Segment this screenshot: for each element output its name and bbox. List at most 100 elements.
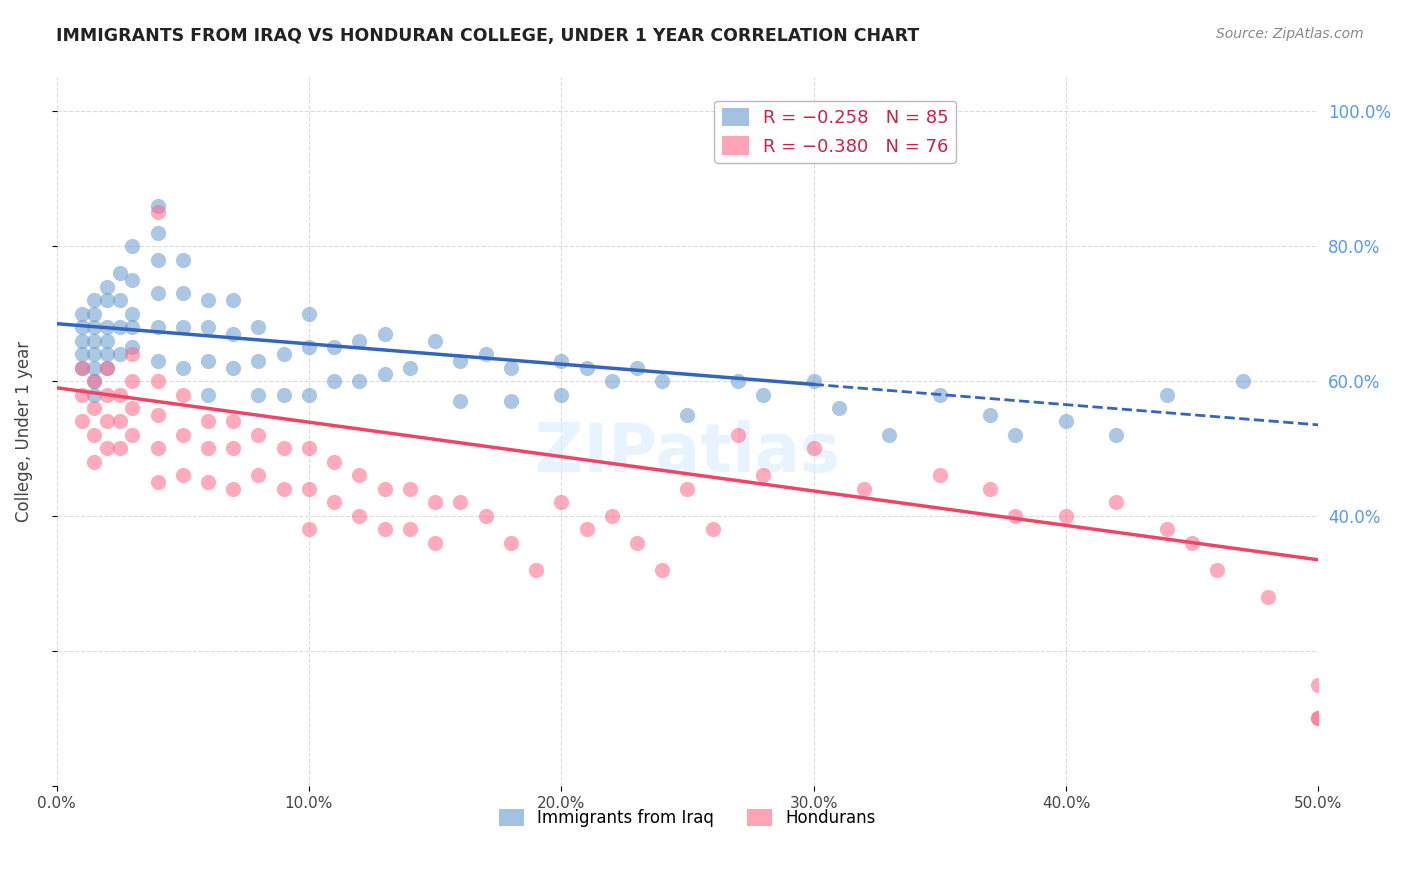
Point (222, 326, 245, 341)
Point (349, 374, 371, 388)
Point (83, 428, 105, 442)
Point (853, 482, 876, 496)
Point (349, 508, 371, 523)
Point (146, 374, 169, 388)
Point (96, 334, 118, 348)
Point (108, 347, 131, 361)
Point (298, 442, 321, 456)
Point (374, 326, 396, 341)
Point (172, 387, 194, 401)
Point (752, 387, 775, 401)
Point (70, 320, 93, 334)
Point (1105, 428, 1128, 442)
Point (108, 415, 131, 429)
Point (70, 347, 93, 361)
Point (399, 523, 422, 537)
Point (474, 508, 496, 523)
Point (727, 374, 749, 388)
Point (298, 307, 321, 321)
Point (108, 293, 131, 307)
Point (752, 468, 775, 483)
Point (374, 482, 396, 496)
Point (70, 387, 93, 401)
Point (575, 360, 598, 375)
Point (600, 508, 623, 523)
Point (83, 347, 105, 361)
Point (374, 368, 396, 382)
Point (349, 334, 371, 348)
Point (374, 523, 396, 537)
Point (121, 428, 143, 442)
Point (828, 401, 851, 415)
Point (108, 266, 131, 280)
Point (273, 442, 295, 456)
Point (550, 353, 572, 368)
Point (1156, 387, 1178, 401)
Point (146, 226, 169, 240)
Point (928, 468, 950, 483)
Text: IMMIGRANTS FROM IRAQ VS HONDURAN COLLEGE, UNDER 1 YEAR CORRELATION CHART: IMMIGRANTS FROM IRAQ VS HONDURAN COLLEGE… (56, 27, 920, 45)
Point (121, 347, 143, 361)
Point (499, 360, 522, 375)
Point (298, 523, 321, 537)
Point (676, 482, 699, 496)
Point (172, 468, 194, 483)
Point (1232, 374, 1254, 388)
Point (222, 360, 245, 375)
Point (1257, 590, 1279, 604)
Point (499, 394, 522, 409)
Point (1308, 711, 1330, 725)
Point (197, 387, 219, 401)
Point (474, 347, 496, 361)
Point (879, 428, 901, 442)
Point (323, 495, 346, 509)
Point (449, 495, 471, 509)
Point (803, 374, 825, 388)
Point (1004, 428, 1026, 442)
Point (1308, 711, 1330, 725)
Point (70, 415, 93, 429)
Point (197, 293, 219, 307)
Point (575, 523, 598, 537)
Point (197, 320, 219, 334)
Point (172, 428, 194, 442)
Point (222, 293, 245, 307)
Point (273, 482, 295, 496)
Point (222, 415, 245, 429)
Point (83, 293, 105, 307)
Point (121, 401, 143, 415)
Point (323, 455, 346, 469)
Text: Source: ZipAtlas.com: Source: ZipAtlas.com (1216, 27, 1364, 41)
Point (1181, 536, 1204, 550)
Point (172, 320, 194, 334)
Point (423, 536, 446, 550)
Point (323, 340, 346, 354)
Point (172, 286, 194, 301)
Point (979, 408, 1001, 422)
Point (146, 408, 169, 422)
Point (197, 475, 219, 490)
Point (222, 442, 245, 456)
Point (247, 353, 270, 368)
Point (1308, 677, 1330, 691)
Point (651, 563, 673, 577)
Point (349, 468, 371, 483)
Point (247, 320, 270, 334)
Point (298, 340, 321, 354)
Point (399, 360, 422, 375)
Point (83, 387, 105, 401)
Legend: Immigrants from Iraq, Hondurans: Immigrants from Iraq, Hondurans (492, 803, 883, 834)
Point (222, 482, 245, 496)
Point (449, 394, 471, 409)
Point (803, 442, 825, 456)
Point (979, 482, 1001, 496)
Point (1105, 495, 1128, 509)
Point (121, 273, 143, 287)
Point (247, 387, 270, 401)
Point (550, 387, 572, 401)
Point (96, 293, 118, 307)
Point (323, 374, 346, 388)
Point (247, 428, 270, 442)
Point (108, 387, 131, 401)
Point (197, 353, 219, 368)
